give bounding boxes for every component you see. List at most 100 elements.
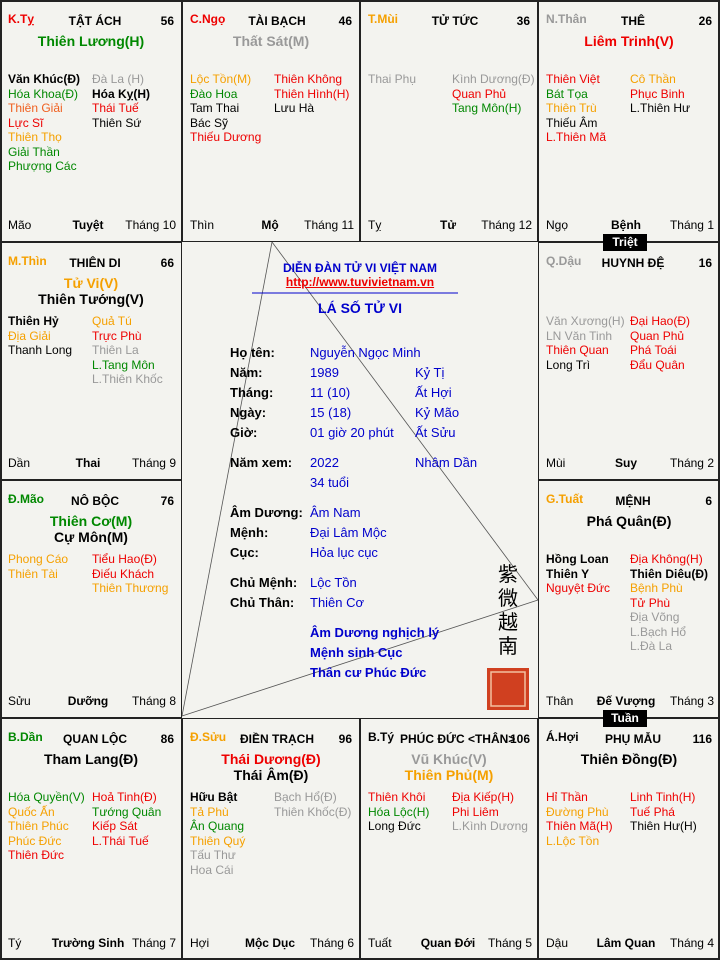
life-stage: Mộc Dục	[244, 936, 295, 950]
star: Nguyệt Đức	[546, 581, 611, 595]
info-label: Ngày:	[230, 405, 267, 420]
info-label: Mệnh:	[230, 525, 269, 540]
star: Quả Tú	[92, 314, 132, 328]
main-star: Thiên Tướng(V)	[38, 291, 144, 307]
star: Đại Hao(Đ)	[630, 314, 691, 328]
star: Phong Cáo	[8, 552, 69, 566]
star: Thiên Phúc	[8, 819, 69, 833]
month: Tháng 3	[669, 694, 714, 708]
star: Long Đức	[368, 819, 421, 833]
seal-frame	[490, 671, 526, 707]
main-star: Tham Lang(Đ)	[43, 751, 139, 767]
star: L.Kình Dương	[452, 819, 528, 833]
palace-label: Đ.Mão	[8, 492, 44, 506]
star: Hóa Quyền(V)	[8, 790, 85, 804]
palace-label: Q.Dậu	[546, 254, 582, 268]
star: Thiên Không	[274, 72, 343, 86]
star: L.Thiên Mã	[546, 130, 607, 144]
star: Lưu Hà	[274, 101, 315, 115]
star: Quan Phủ	[630, 328, 685, 343]
info-label: Chủ Mệnh:	[230, 575, 298, 590]
info-value: Thiên Cơ	[310, 595, 365, 610]
life-stage: Quan Đới	[420, 936, 476, 950]
branch: Thìn	[190, 218, 215, 232]
star: Thiên Khôi	[368, 790, 426, 804]
star: Thiên Tài	[8, 566, 58, 581]
note: Thân cư Phúc Đức	[310, 665, 427, 680]
star: Long Trì	[546, 357, 591, 372]
palace-number: 66	[160, 256, 174, 270]
star: Quan Phủ	[452, 86, 507, 101]
info-label: Cục:	[230, 545, 259, 560]
star: Thiên Hình(H)	[274, 86, 350, 101]
branch: Hợi	[190, 936, 210, 950]
palace-number: 36	[516, 14, 530, 28]
seal-char: 微	[498, 586, 518, 610]
star: Phi Liêm	[452, 804, 499, 819]
palace-number: 76	[160, 494, 174, 508]
main-star: Thái Âm(Đ)	[233, 767, 309, 783]
star: Hỉ Thần	[546, 790, 588, 804]
palace-cell	[0, 242, 182, 480]
star: Điếu Khách	[92, 566, 155, 581]
palace-number: 16	[698, 256, 712, 270]
palace-label: B.Dần	[8, 730, 43, 744]
seal-char: 南	[498, 634, 518, 658]
star: Phượng Các	[8, 159, 77, 173]
life-stage: Lâm Quan	[596, 936, 656, 950]
main-star: Thiên Đồng(Đ)	[580, 751, 678, 767]
palace-number: 56	[160, 14, 174, 28]
palace-name: TẬT ÁCH	[68, 14, 122, 28]
main-star: Thái Dương(Đ)	[221, 751, 321, 767]
life-stage: Trường Sinh	[51, 936, 125, 950]
star: Bạch Hổ(Đ)	[274, 790, 337, 804]
triangle-line	[181, 599, 539, 717]
star: LN Văn Tinh	[546, 328, 613, 343]
chart-title: LÁ SỐ TỬ VI	[318, 300, 402, 316]
star: Lực Sĩ	[8, 115, 44, 130]
star: Phúc Đức	[8, 833, 62, 848]
star: Thiên Quý	[190, 833, 246, 848]
life-stage: Mộ	[261, 218, 279, 232]
palace-name: NÔ BỘC	[71, 494, 119, 508]
month: Tháng 8	[131, 694, 176, 708]
star: Thiên Thương	[92, 581, 169, 595]
star: L.Tang Môn	[92, 357, 155, 372]
info-label: Năm:	[230, 365, 263, 380]
tuan-badge: Tuần	[603, 710, 647, 727]
info-value: Hỏa lục cục	[310, 545, 378, 560]
main-star: Thất Sát(M)	[232, 33, 310, 49]
month: Tháng 1	[669, 218, 714, 232]
seal-stamp	[487, 668, 529, 710]
star: Hồng Loan	[546, 552, 609, 566]
star: L.Thiên Khốc	[92, 372, 163, 386]
seal-char: 紫	[498, 562, 518, 586]
star: Lộc Tồn(M)	[190, 72, 252, 86]
star: Tiểu Hao(Đ)	[92, 552, 157, 566]
star: Tấu Thư	[190, 848, 236, 862]
info-label: Tháng:	[230, 385, 274, 400]
palace-label: K.Tỵ	[8, 12, 35, 26]
info-extra: Kỷ Mão	[415, 405, 460, 420]
palace-cell	[0, 480, 182, 718]
star: Hóa Lộc(H)	[368, 804, 430, 819]
main-star: Tử Vi(V)	[63, 275, 119, 291]
life-stage: Suy	[614, 456, 637, 470]
star: Hữu Bật	[190, 790, 238, 804]
palace-name: PHỤ MẪU	[605, 732, 661, 746]
info-value: 01 giờ 20 phút	[310, 425, 394, 440]
branch: Sửu	[8, 694, 31, 708]
info-label: Họ tên:	[230, 345, 275, 360]
branch: Dần	[8, 456, 31, 470]
star: Đà La (H)	[92, 72, 145, 86]
palace-number: 96	[338, 732, 352, 746]
month: Tháng 12	[481, 218, 532, 232]
star: Thiên Giải	[8, 101, 63, 115]
star: Thiếu Âm	[546, 115, 598, 130]
star: Trực Phù	[92, 328, 142, 343]
month: Tháng 6	[309, 936, 354, 950]
palace-label: M.Thìn	[8, 254, 47, 268]
main-star: Liêm Trinh(V)	[584, 33, 674, 49]
star: Thiếu Dương	[190, 130, 262, 144]
palace-name: TÀI BẠCH	[248, 14, 306, 28]
